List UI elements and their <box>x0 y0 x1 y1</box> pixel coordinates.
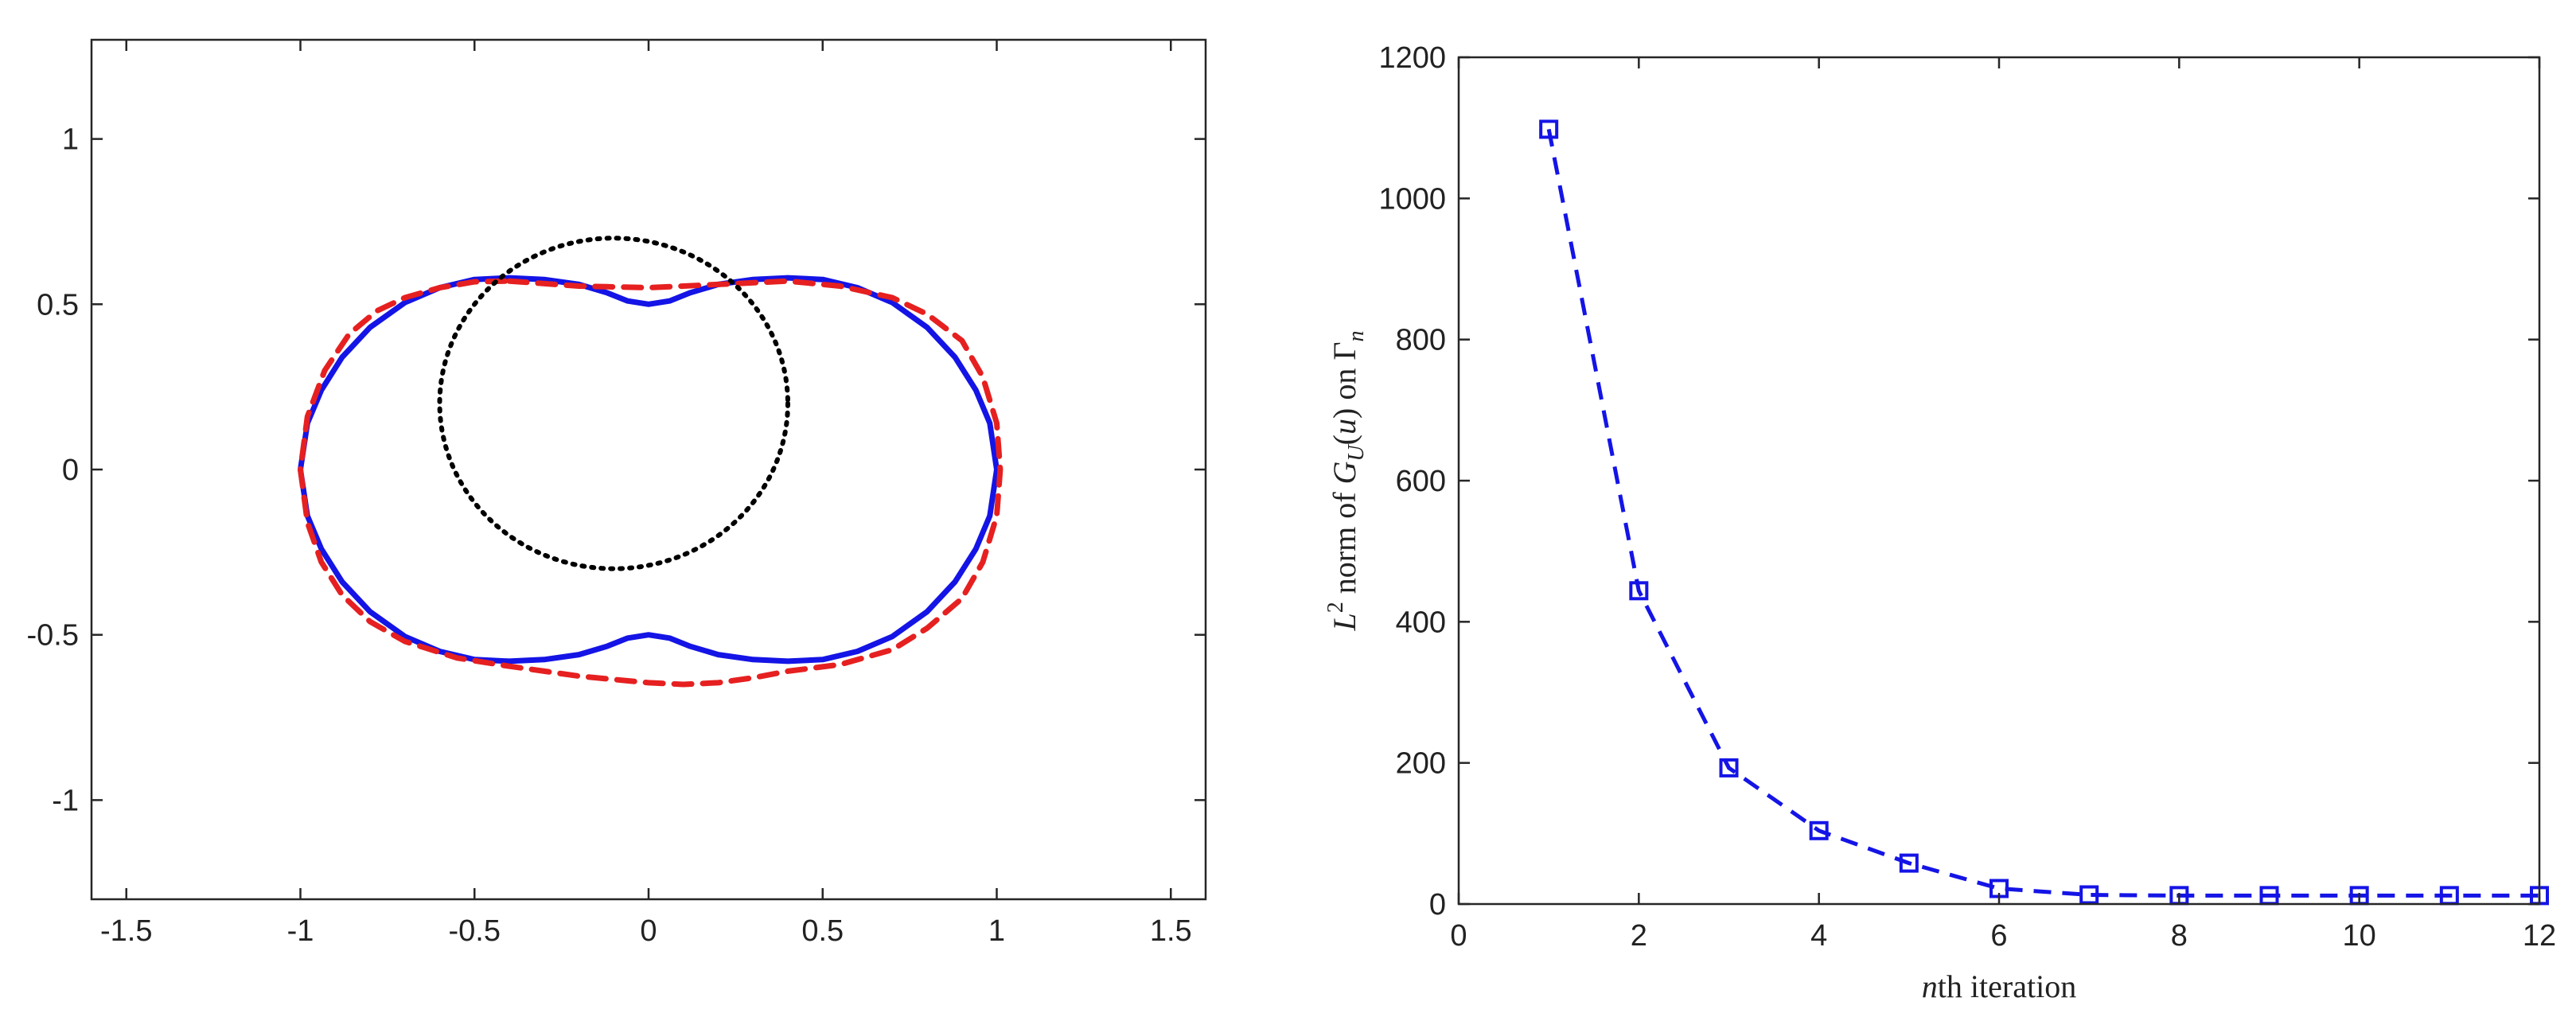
right-y-axis-label: L2 norm of GU(u) on Γn <box>1323 331 1369 632</box>
data-point-marker <box>1719 758 1739 778</box>
right-x-ticks: 0 2 4 6 8 10 12 <box>1450 57 2556 953</box>
right-y-tick-label: 0 <box>1429 888 1446 922</box>
left-x-tick-label: 0 <box>640 914 657 948</box>
left-x-tick-label: -1 <box>287 914 314 948</box>
left-x-tick-label: 0.5 <box>801 914 844 948</box>
dashed-red-curve <box>298 278 1004 688</box>
data-point-marker <box>1629 581 1649 601</box>
left-x-tick-label: -0.5 <box>449 914 501 948</box>
right-x-tick-label: 8 <box>2171 919 2188 953</box>
right-x-tick-label: 0 <box>1450 919 1467 953</box>
right-y-tick-label: 800 <box>1396 324 1446 357</box>
data-point-marker <box>1809 820 1829 840</box>
solid-blue-curve <box>298 275 1000 664</box>
left-y-tick-label: 0.5 <box>37 288 79 322</box>
convergence-line <box>1546 128 2539 898</box>
left-x-ticks: -1.5 -1 -0.5 0 0.5 1 1.5 <box>100 40 1192 948</box>
right-axes: 0 2 4 6 8 10 12 0 200 400 600 800 1000 1200 nth iter… <box>1323 41 2556 1004</box>
right-x-axis-label: nth iteration <box>1922 968 2076 1004</box>
data-point-marker <box>2079 885 2099 905</box>
right-x-tick-label: 12 <box>2523 919 2556 953</box>
left-y-tick-label: -1 <box>52 784 79 817</box>
right-y-ticks: 0 200 400 600 800 1000 1200 <box>1378 41 2539 922</box>
left-y-tick-label: 1 <box>62 123 79 157</box>
right-x-tick-label: 4 <box>1810 919 1827 953</box>
left-x-tick-label: -1.5 <box>100 914 152 948</box>
right-y-tick-label: 400 <box>1396 606 1446 639</box>
right-y-tick-label: 1200 <box>1378 41 1446 75</box>
left-y-tick-label: 0 <box>62 454 79 487</box>
right-x-tick-label: 6 <box>1990 919 2007 953</box>
right-y-tick-label: 200 <box>1396 747 1446 781</box>
right-x-tick-label: 2 <box>1631 919 1647 953</box>
right-y-tick-label: 1000 <box>1378 182 1446 216</box>
data-point-marker <box>1899 853 1919 873</box>
left-x-tick-label: 1.5 <box>1150 914 1192 948</box>
left-y-ticks: -1 -0.5 0 0.5 1 <box>27 123 1206 817</box>
left-axes: -1.5 -1 -0.5 0 0.5 1 1.5 -1 -0.5 0 0.5 1 <box>27 38 1207 948</box>
left-y-tick-label: -0.5 <box>27 619 79 653</box>
right-y-tick-label: 600 <box>1396 465 1446 498</box>
left-curves <box>298 236 1004 688</box>
left-x-tick-label: 1 <box>988 914 1005 948</box>
data-point-marker <box>1539 119 1559 139</box>
dotted-black-circle <box>437 236 790 571</box>
right-x-tick-label: 10 <box>2343 919 2376 953</box>
